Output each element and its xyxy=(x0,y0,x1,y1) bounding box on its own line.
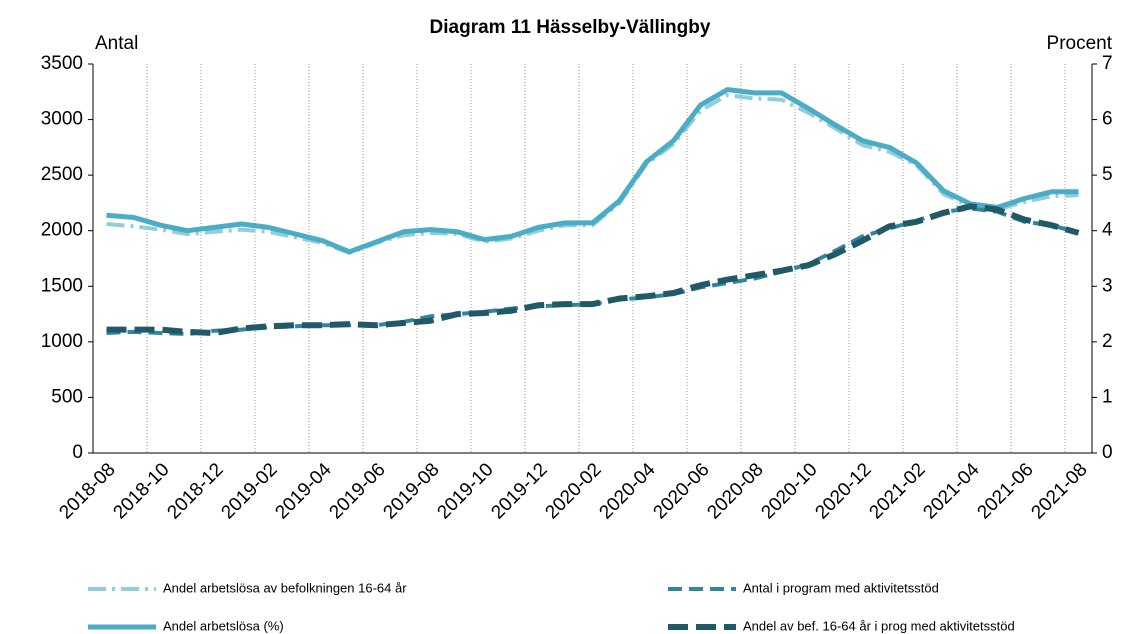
x-tick-label: 2019-10 xyxy=(433,459,497,523)
legend-label: Andel arbetslösa (%) xyxy=(163,618,284,633)
x-tick-label: 2021-04 xyxy=(919,459,983,523)
x-tick-label: 2020-04 xyxy=(595,459,659,523)
x-tick-label: 2018-08 xyxy=(55,459,119,523)
x-tick-label: 2020-12 xyxy=(811,459,875,523)
y2-axis-label: Procent xyxy=(1047,33,1113,54)
y-tick-label: 2500 xyxy=(41,164,83,185)
x-tick-label: 2020-06 xyxy=(649,459,713,523)
x-tick-label: 2020-08 xyxy=(703,459,767,523)
y-tick-label: 500 xyxy=(51,386,83,407)
x-tick-label: 2020-02 xyxy=(541,459,605,523)
y2-tick-label: 1 xyxy=(1102,386,1113,407)
x-tick-label: 2019-08 xyxy=(379,459,443,523)
y2-tick-label: 7 xyxy=(1102,53,1113,74)
x-tick-label: 2020-10 xyxy=(757,459,821,523)
x-tick-label: 2021-02 xyxy=(865,459,929,523)
y-tick-label: 1500 xyxy=(41,275,83,296)
y-axis-label: Antal xyxy=(95,33,138,54)
y2-tick-label: 0 xyxy=(1102,442,1113,463)
y-tick-label: 2000 xyxy=(41,220,83,241)
x-tick-label: 2019-02 xyxy=(217,459,281,523)
x-tick-label: 2019-12 xyxy=(487,459,551,523)
legend-label: Antal i program med aktivitetsstöd xyxy=(743,580,939,595)
y-tick-label: 1000 xyxy=(41,331,83,352)
legend-label: Andel arbetslösa av befolkningen 16-64 å… xyxy=(163,580,407,595)
y2-tick-label: 5 xyxy=(1102,164,1113,185)
x-tick-label: 2019-06 xyxy=(325,459,389,523)
y2-tick-label: 6 xyxy=(1102,109,1113,130)
x-tick-label: 2018-10 xyxy=(109,459,173,523)
y2-tick-label: 3 xyxy=(1102,275,1113,296)
y-tick-label: 3000 xyxy=(41,109,83,130)
y2-tick-label: 4 xyxy=(1102,220,1113,241)
y2-tick-label: 2 xyxy=(1102,331,1113,352)
y-tick-label: 3500 xyxy=(41,53,83,74)
chart-title: Diagram 11 Hässelby-Vällingby xyxy=(430,17,711,38)
legend-label: Andel av bef. 16-64 år i prog med aktivi… xyxy=(743,618,1015,633)
series-line xyxy=(106,87,1079,255)
x-tick-label: 2019-04 xyxy=(271,459,335,523)
x-tick-label: 2018-12 xyxy=(163,459,227,523)
series-line xyxy=(106,93,1079,255)
x-tick-label: 2021-08 xyxy=(1027,459,1091,523)
y-tick-label: 0 xyxy=(72,442,83,463)
series-line xyxy=(106,203,1080,336)
x-tick-label: 2021-06 xyxy=(973,459,1037,523)
